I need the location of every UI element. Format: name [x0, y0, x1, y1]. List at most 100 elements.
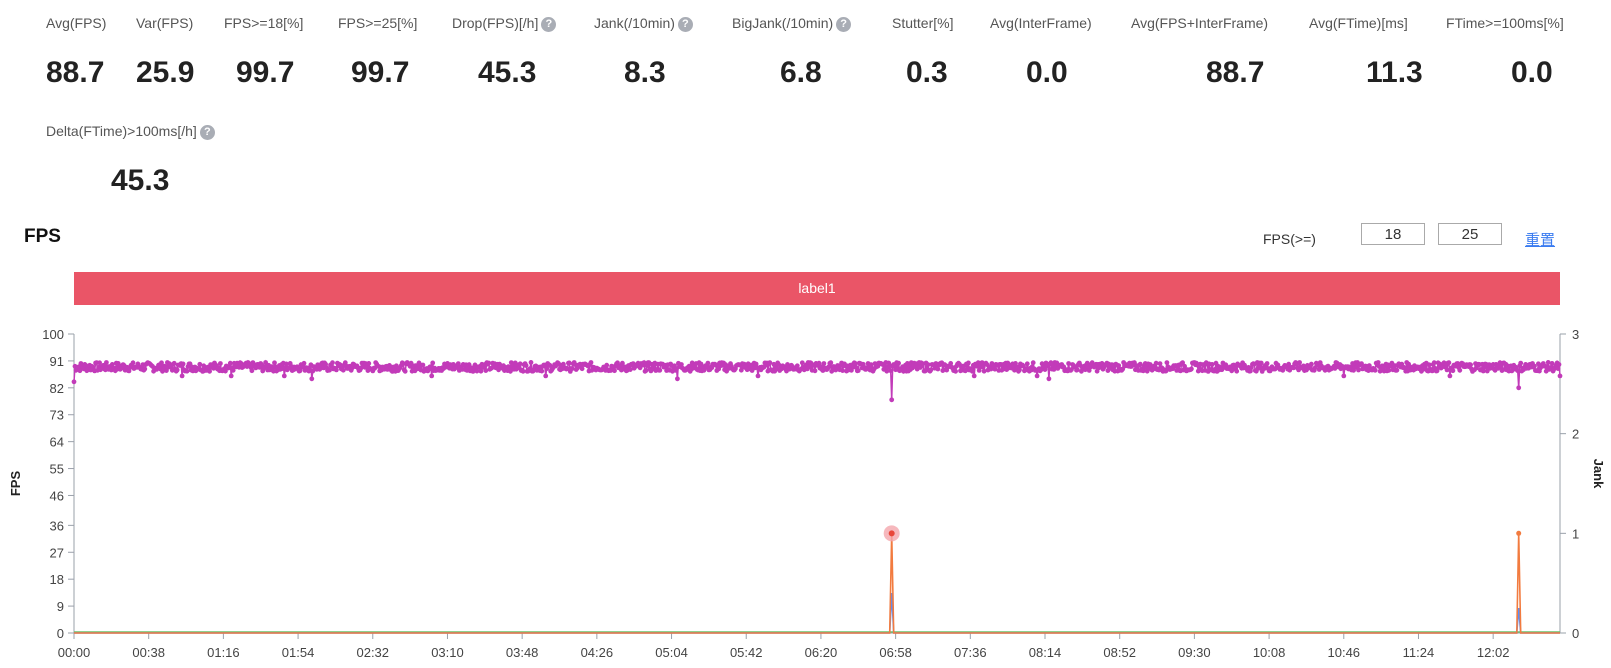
- x-tick-label: 08:52: [1103, 645, 1136, 660]
- fps-point: [612, 368, 617, 374]
- y-tick-label: 73: [50, 408, 64, 423]
- metric-value: 88.7: [46, 56, 105, 89]
- fps-point: [1457, 367, 1463, 373]
- fps-point: [197, 361, 203, 367]
- label-band: label1: [74, 272, 1560, 305]
- fps-point: [1426, 362, 1432, 368]
- fps-point: [1556, 362, 1562, 367]
- y2-axis-title: Jank: [1591, 459, 1606, 489]
- fps-point: [579, 366, 585, 372]
- y2-tick-label: 1: [1572, 526, 1579, 541]
- fps-point: [627, 367, 633, 372]
- x-tick-label: 05:04: [655, 645, 688, 660]
- fps-point: [1555, 366, 1561, 371]
- metric-value: 45.3: [111, 164, 170, 197]
- help-icon[interactable]: ?: [199, 125, 215, 140]
- x-tick-label: 11:24: [1403, 645, 1435, 660]
- fps-threshold-min-input[interactable]: [1361, 223, 1425, 245]
- fps-point: [1209, 362, 1215, 367]
- fps-point: [327, 367, 332, 373]
- fps-chart[interactable]: 0 9 18 27 36 46 55 64 73 82 91 100 0 1 2 3 00:00 00:38 01:…: [0, 315, 1611, 668]
- fps-point: [159, 360, 164, 366]
- fps-point: [523, 363, 529, 368]
- x-tick-label: 02:32: [356, 645, 389, 660]
- fps-point: [767, 360, 773, 365]
- fps-point: [1157, 361, 1163, 366]
- help-icon[interactable]: ?: [677, 17, 693, 32]
- fps-point: [71, 379, 77, 385]
- y-tick-label: 27: [50, 545, 64, 560]
- metric-label: Avg(FPS+InterFrame): [1131, 15, 1268, 31]
- help-icon[interactable]: ?: [836, 17, 852, 32]
- y-tick-label: 0: [57, 626, 64, 641]
- fps-point: [309, 376, 315, 382]
- metric-label: Avg(InterFrame): [990, 15, 1092, 31]
- fps-point: [966, 360, 971, 366]
- fps-point: [1153, 360, 1159, 366]
- fps-point: [1234, 368, 1240, 374]
- fps-point: [1180, 360, 1185, 366]
- fps-point: [1545, 360, 1551, 365]
- fps-point: [1163, 368, 1169, 374]
- fps-point: [1094, 368, 1100, 374]
- fps-point: [317, 366, 323, 372]
- fps-point: [517, 361, 523, 367]
- fps-point: [816, 360, 822, 366]
- fps-point: [428, 364, 434, 369]
- fps-point: [1140, 368, 1146, 374]
- metric-label: FPS>=25[%]: [338, 15, 417, 31]
- fps-point: [888, 368, 894, 374]
- fps-point: [1084, 360, 1090, 366]
- fps-point: [935, 366, 941, 372]
- help-icon[interactable]: ?: [541, 17, 557, 32]
- fps-point: [604, 362, 610, 368]
- fps-point: [1258, 360, 1264, 366]
- fps-point: [852, 361, 858, 366]
- fps-point: [1061, 364, 1067, 370]
- x-tick-label: 10:08: [1253, 645, 1286, 660]
- metric-value: 25.9: [136, 56, 195, 89]
- x-tick-label: 06:58: [879, 645, 912, 660]
- fps-point: [1286, 361, 1292, 367]
- fps-point: [1291, 365, 1297, 371]
- fps-point: [402, 368, 408, 374]
- fps-point: [97, 360, 102, 366]
- fps-point: [755, 373, 761, 379]
- metric-label-text: Jank(/10min): [594, 15, 675, 31]
- fps-point: [174, 367, 180, 373]
- fps-point: [109, 362, 115, 367]
- fps-point: [528, 360, 534, 365]
- bigjank-series-line: [74, 593, 1560, 634]
- fps-point: [840, 368, 845, 373]
- fps-point: [1066, 361, 1071, 366]
- fps-point: [1120, 366, 1126, 372]
- fps-point: [207, 368, 213, 374]
- y-tick-label: 91: [50, 354, 64, 369]
- fps-point: [249, 368, 255, 374]
- y-tick-label: 100: [42, 327, 64, 342]
- metric-label: Jank(/10min)?: [594, 15, 693, 32]
- fps-point: [496, 367, 501, 373]
- fps-point: [1450, 368, 1456, 374]
- fps-point: [561, 361, 566, 367]
- fps-point: [1468, 362, 1473, 368]
- x-tick-label: 03:10: [431, 645, 464, 660]
- fps-point: [944, 367, 950, 373]
- fps-point: [969, 368, 975, 374]
- fps-point: [230, 367, 236, 373]
- fps-point: [925, 362, 931, 367]
- y2-tick-label: 3: [1572, 327, 1579, 342]
- metric-label-text: Avg(FPS+InterFrame): [1131, 15, 1269, 31]
- metric-label-text: Avg(FPS): [46, 15, 107, 31]
- fps-threshold-max-input[interactable]: [1438, 223, 1502, 245]
- metric-value: 88.7: [1206, 56, 1265, 89]
- metric-label: BigJank(/10min)?: [732, 15, 852, 32]
- fps-point: [301, 360, 307, 366]
- fps-point: [179, 373, 185, 379]
- fps-point: [855, 368, 861, 373]
- reset-button[interactable]: 重置: [1525, 232, 1556, 249]
- metric-value: 8.3: [624, 56, 666, 89]
- fps-point: [77, 368, 83, 374]
- fps-point: [1223, 362, 1229, 368]
- metric-value: 45.3: [478, 56, 537, 89]
